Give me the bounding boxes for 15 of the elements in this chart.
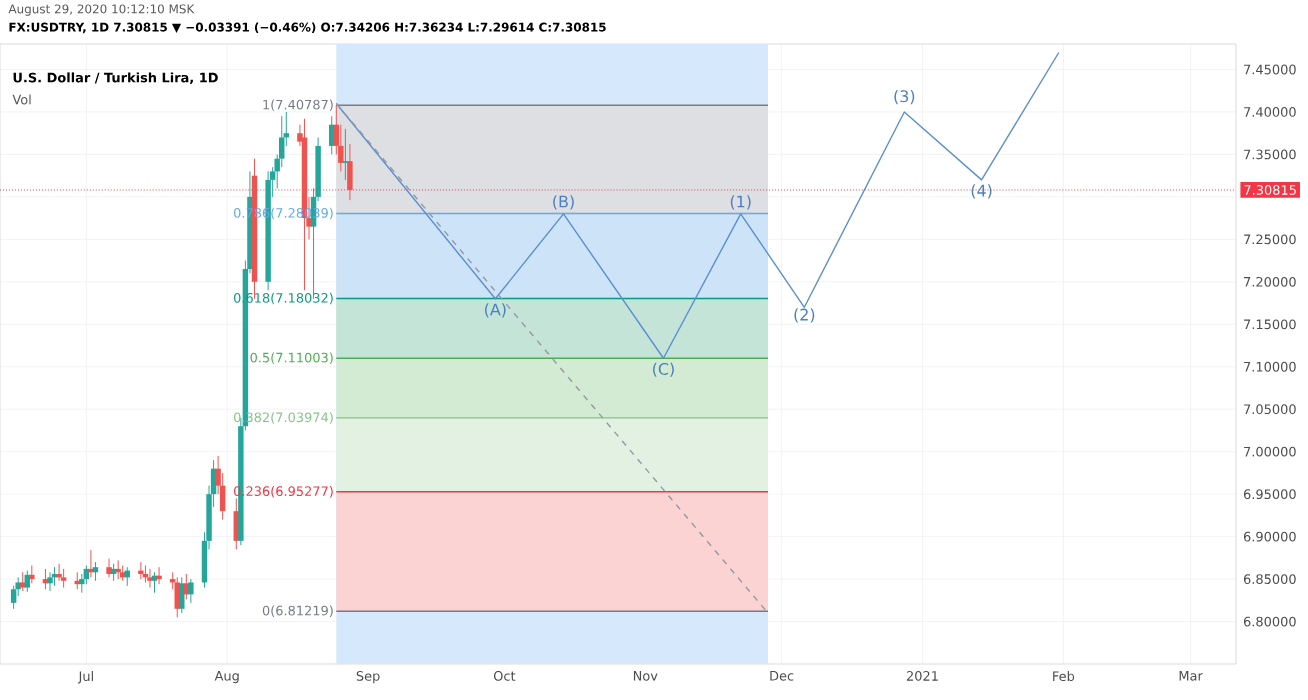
candlestick <box>47 571 53 592</box>
candlestick <box>188 578 194 604</box>
candlestick <box>156 566 162 585</box>
line-series <box>335 51 1060 359</box>
candlestick <box>147 568 153 589</box>
candlestick <box>347 143 353 201</box>
candlestick <box>179 576 185 614</box>
candlestick <box>60 568 67 589</box>
candlestick <box>10 585 17 610</box>
candlestick <box>56 563 62 582</box>
candlestick <box>329 115 335 155</box>
candlestick <box>20 571 26 592</box>
candlestick <box>106 558 112 578</box>
candlestick <box>138 561 144 580</box>
candlestick <box>79 573 85 594</box>
